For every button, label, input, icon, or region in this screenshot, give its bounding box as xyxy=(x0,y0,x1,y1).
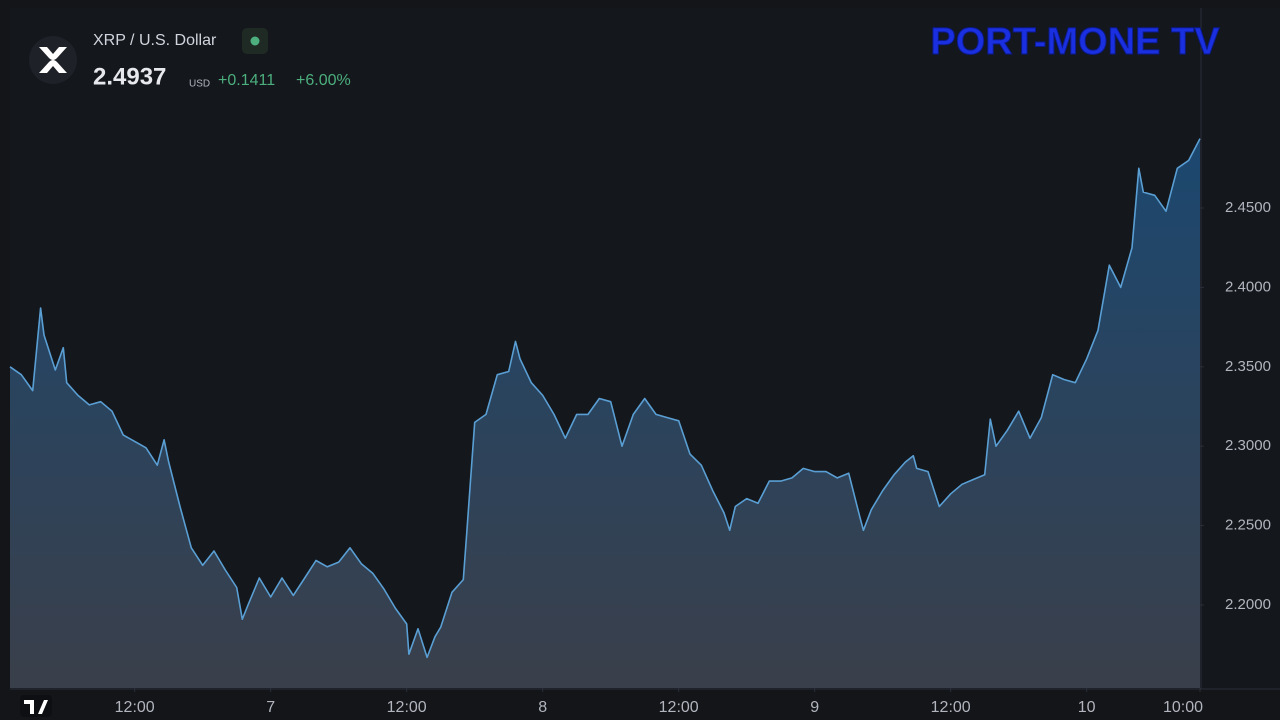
x-tick-label: 12:00 xyxy=(659,699,699,716)
x-tick-label: 12:00 xyxy=(931,699,971,716)
y-tick-label: 2.2500 xyxy=(1225,517,1271,534)
tv-logo xyxy=(24,700,48,714)
x-tick-label: 9 xyxy=(810,699,819,716)
last-price: 2.4937 xyxy=(93,63,166,90)
x-tick-label: 12:00 xyxy=(115,699,155,716)
currency: USD xyxy=(189,79,210,90)
price-line xyxy=(9,138,1201,659)
change-percent: +6.00% xyxy=(296,72,351,89)
x-tick-label: 10:00 xyxy=(1163,699,1203,716)
y-tick-label: 2.4500 xyxy=(1225,199,1271,216)
xrp-logo xyxy=(39,47,67,73)
symbol-title: XRP / U.S. Dollar xyxy=(93,32,217,49)
status-dot xyxy=(250,36,260,46)
y-tick-label: 2.3000 xyxy=(1225,437,1271,454)
change: +0.1411 xyxy=(218,72,275,89)
brand-logo: PORT-MONE TV xyxy=(930,21,1220,63)
plot xyxy=(9,138,1201,689)
price-area xyxy=(10,138,1200,689)
y-tick-label: 2.2000 xyxy=(1225,596,1271,613)
x-tick-label: 12:00 xyxy=(387,699,427,716)
tv-logo-bg xyxy=(20,695,52,717)
x-tick-label: 8 xyxy=(538,699,547,716)
x-tick-label: 10 xyxy=(1078,699,1096,716)
y-tick-label: 2.3500 xyxy=(1225,358,1271,375)
y-tick-label: 2.4000 xyxy=(1225,278,1271,295)
x-tick-label: 7 xyxy=(266,699,275,716)
